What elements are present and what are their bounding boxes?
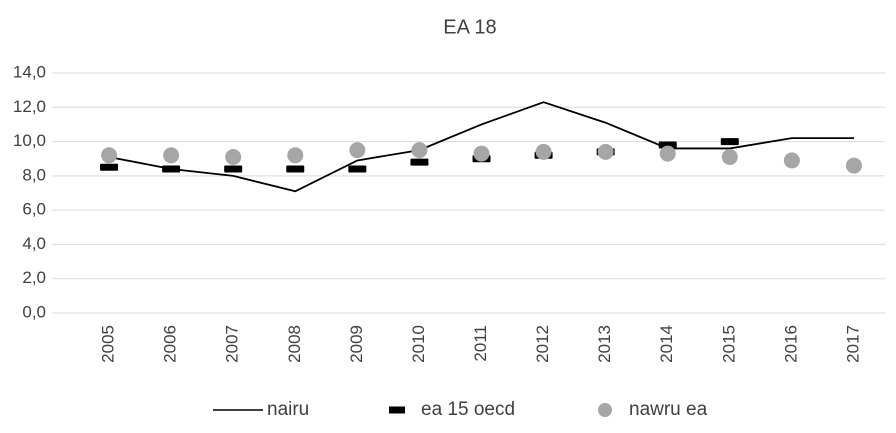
chart-title: EA 18 bbox=[443, 16, 496, 38]
y-tick-label: 0,0 bbox=[22, 302, 46, 321]
legend-label: nairu bbox=[267, 399, 309, 420]
y-tick-label: 2,0 bbox=[22, 268, 46, 287]
circle-marker bbox=[721, 149, 738, 165]
y-tick-label: 14,0 bbox=[13, 62, 46, 81]
dash-marker bbox=[224, 165, 243, 173]
circle-marker bbox=[535, 143, 552, 160]
x-tick-label: 2013 bbox=[595, 325, 614, 363]
circle-marker bbox=[845, 157, 862, 174]
circle-marker bbox=[349, 142, 366, 159]
circle-marker bbox=[659, 145, 676, 162]
circle-marker bbox=[225, 149, 242, 165]
x-tick-label: 2015 bbox=[719, 325, 738, 363]
circle-marker bbox=[597, 143, 614, 160]
legend-swatch bbox=[389, 406, 405, 414]
legend-swatch bbox=[598, 403, 612, 417]
circle-marker bbox=[411, 142, 428, 159]
legend-label: nawru ea bbox=[629, 399, 708, 420]
circle-marker bbox=[287, 147, 304, 164]
x-tick-label: 2012 bbox=[533, 325, 552, 363]
series-line bbox=[108, 101, 854, 193]
x-tick-label: 2016 bbox=[781, 325, 800, 363]
dash-marker bbox=[410, 158, 429, 166]
x-tick-label: 2005 bbox=[99, 325, 118, 363]
x-tick-label: 2006 bbox=[161, 325, 180, 363]
x-tick-label: 2008 bbox=[285, 325, 304, 363]
dash-marker bbox=[720, 138, 739, 146]
y-tick-label: 10,0 bbox=[13, 131, 46, 150]
circle-marker bbox=[473, 145, 490, 162]
circle-marker bbox=[783, 152, 800, 169]
y-tick-label: 6,0 bbox=[22, 200, 46, 219]
x-tick-label: 2014 bbox=[657, 325, 676, 363]
x-tick-label: 2011 bbox=[471, 325, 490, 362]
x-tick-label: 2009 bbox=[347, 325, 366, 363]
y-tick-label: 8,0 bbox=[22, 165, 46, 184]
legend-label: ea 15 oecd bbox=[421, 399, 515, 420]
dash-marker bbox=[100, 163, 119, 171]
x-tick-label: 2007 bbox=[223, 325, 242, 363]
y-tick-label: 4,0 bbox=[22, 234, 46, 253]
dash-marker bbox=[162, 165, 181, 173]
dash-marker bbox=[348, 165, 367, 173]
circle-marker bbox=[163, 147, 180, 164]
x-tick-label: 2010 bbox=[409, 325, 428, 363]
dash-marker bbox=[286, 165, 305, 173]
x-tick-label: 2017 bbox=[843, 325, 862, 363]
dash-marker bbox=[658, 141, 677, 149]
y-tick-label: 12,0 bbox=[13, 97, 46, 116]
circle-marker bbox=[101, 147, 118, 164]
